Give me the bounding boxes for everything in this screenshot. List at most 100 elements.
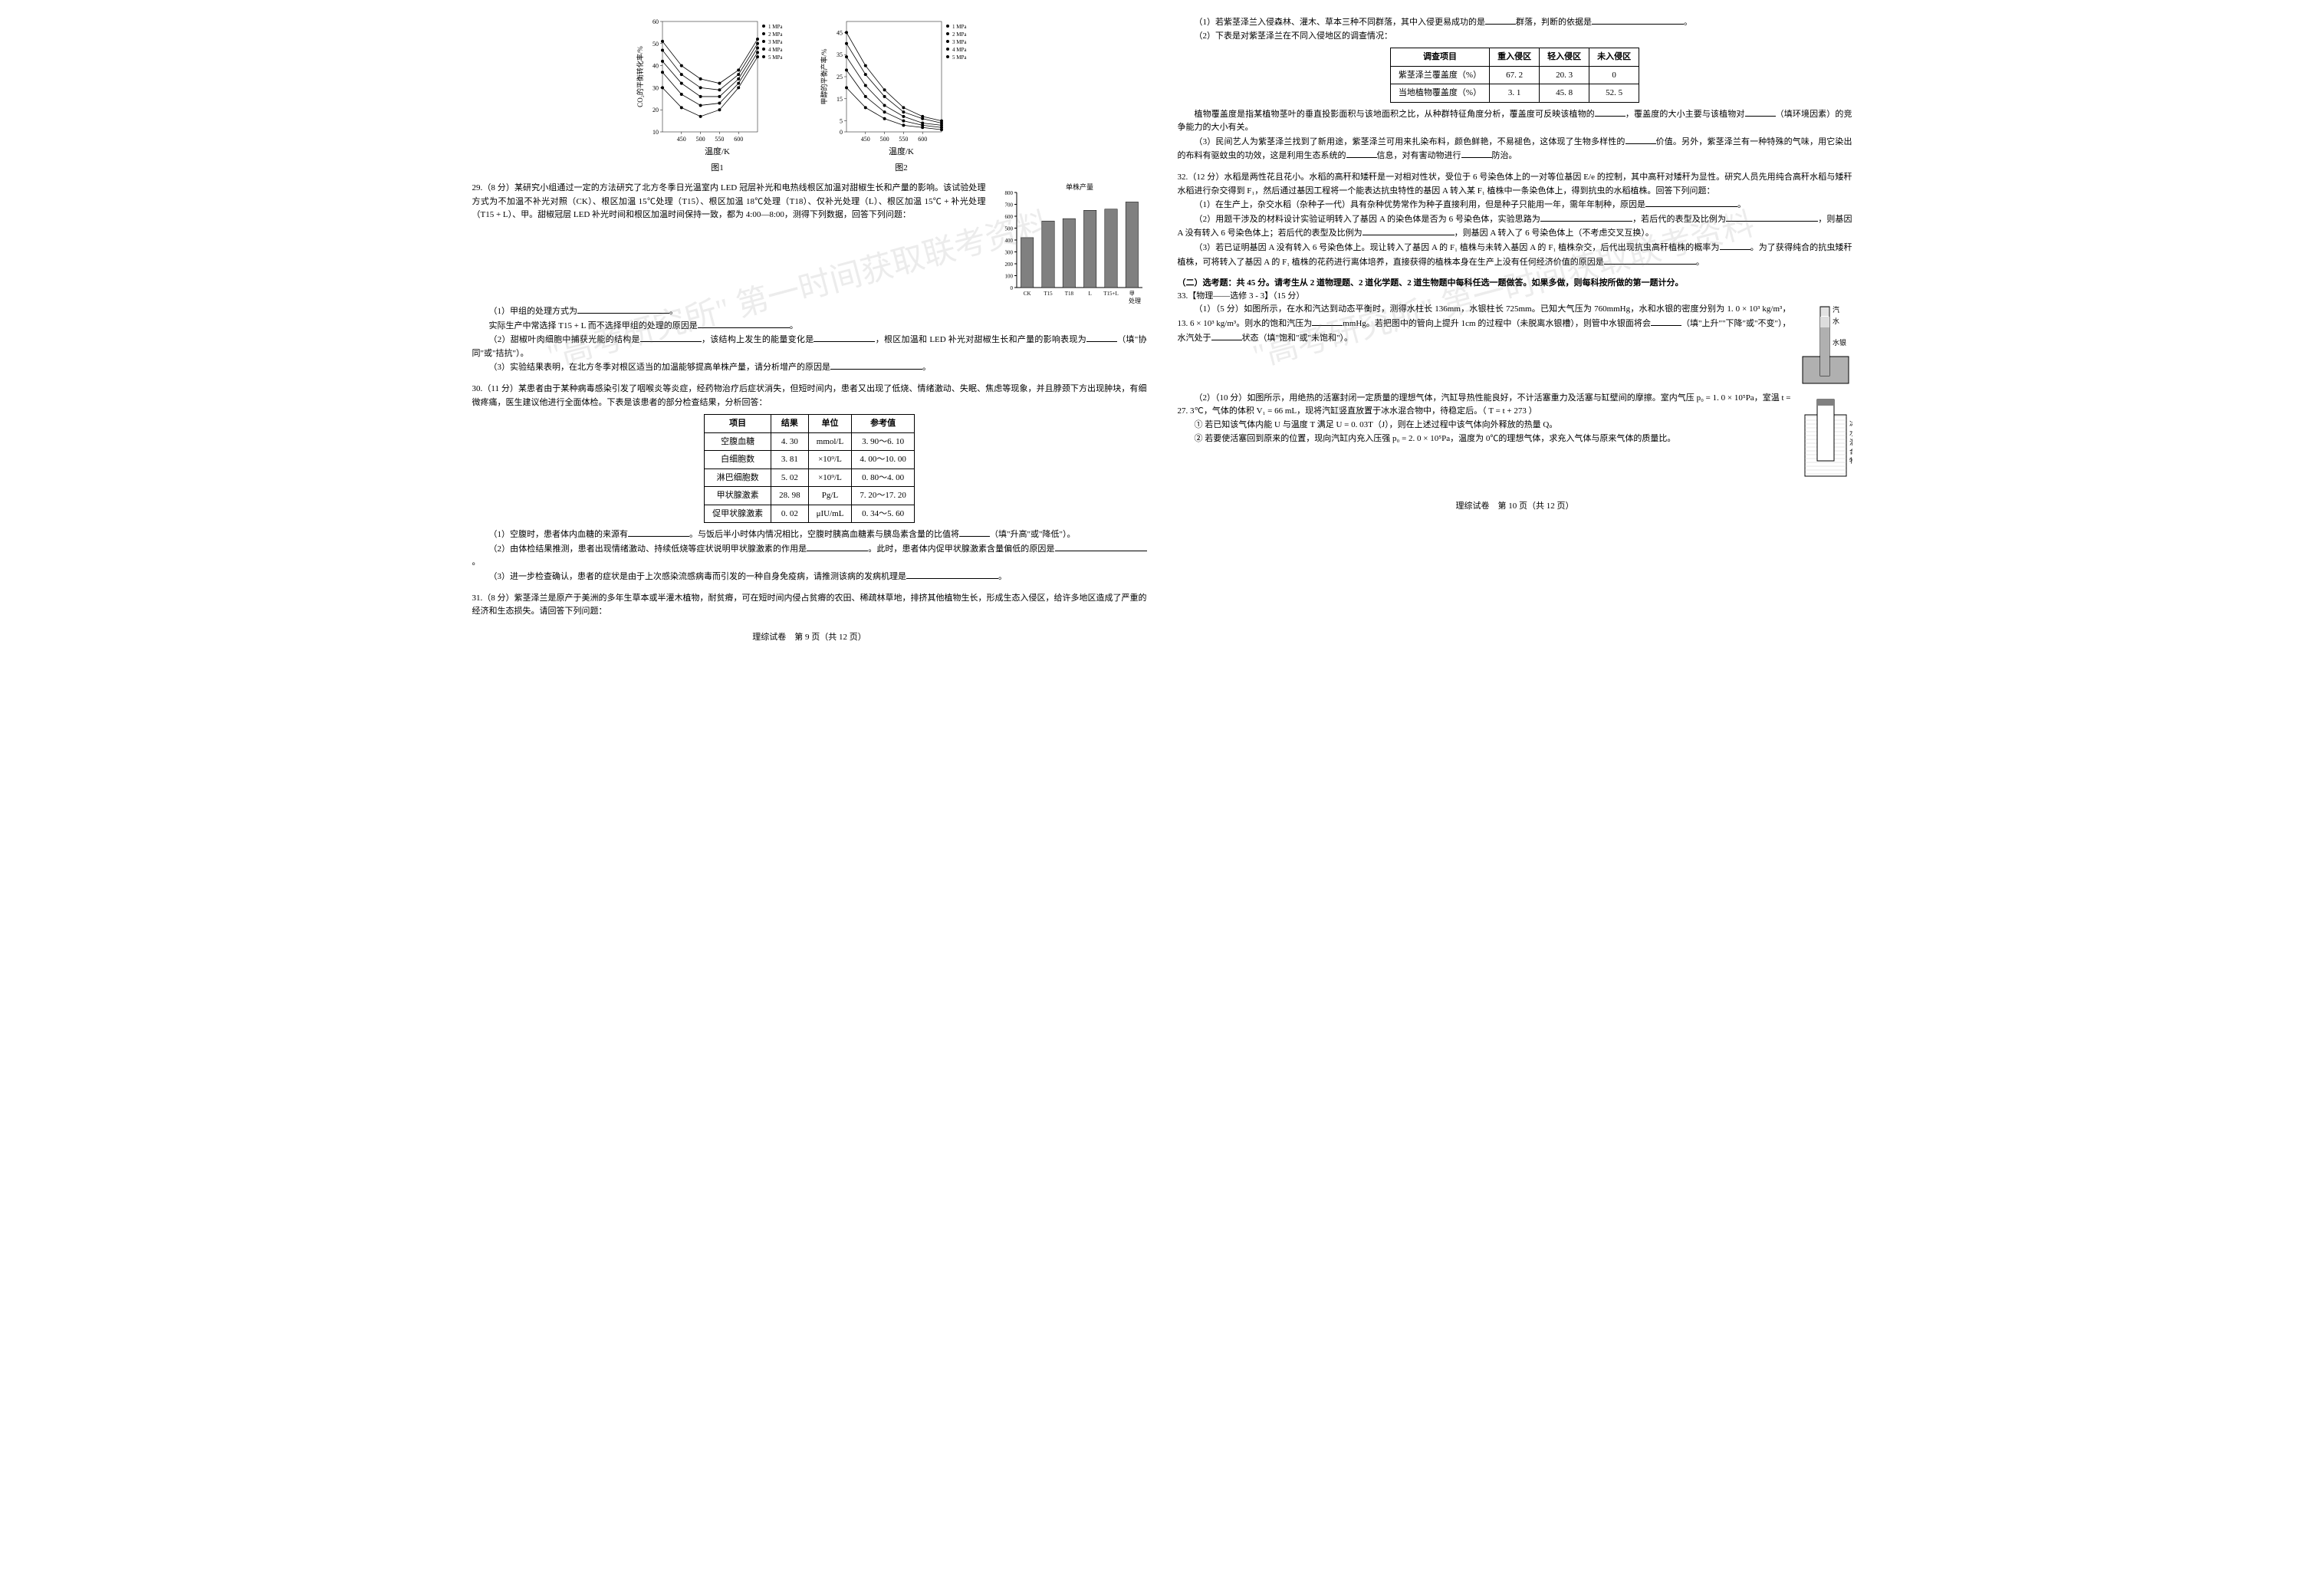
- svg-text:500: 500: [695, 136, 705, 143]
- q30-sub2: （2）由体检结果推测，患者出现情绪激动、持续低烧等症状说明甲状腺激素的作用是。此…: [472, 542, 1147, 570]
- q33-heading-text: 【物理——选修 3 - 3】（15 分）: [1188, 291, 1304, 301]
- q31-sub2a: 植物覆盖度是指某植物茎叶的垂直投影面积与该地面积之比，从种群特征角度分析，覆盖度…: [1195, 110, 1595, 119]
- q30-intro: 30.（11 分）某患者由于某种病毒感染引发了咽喉炎等炎症，经药物治疗后症状消失…: [472, 383, 1147, 409]
- svg-text:1 MPa: 1 MPa: [768, 24, 783, 30]
- svg-text:5 MPa: 5 MPa: [768, 54, 783, 61]
- table-cell: 20. 3: [1540, 66, 1589, 84]
- svg-text:2 MPa: 2 MPa: [952, 31, 967, 38]
- blank: [807, 542, 868, 551]
- blank: [1485, 15, 1516, 25]
- q31-sub1b: 群落，判断的依据是: [1516, 18, 1592, 27]
- svg-text:L: L: [1088, 291, 1091, 297]
- table-header: 重入侵区: [1490, 48, 1540, 67]
- svg-text:40: 40: [652, 63, 659, 70]
- q29-sub2a: （2）甜椒叶肉细胞中捕获光能的结构是: [489, 335, 640, 344]
- q33-p1-d: 状态（填"饱和"或"未饱和"）。: [1242, 334, 1353, 343]
- chart1-xlabel: 温度/K: [633, 146, 802, 159]
- q33-part2: （2）（10 分）如图所示，用绝热的活塞封闭一定质量的理想气体，汽缸导热性能良好…: [1178, 392, 1791, 419]
- q31-sub1: （1）若紫茎泽兰入侵森林、灌木、草本三种不同群落，其中入侵更易成功的是群落，判断…: [1178, 15, 1852, 30]
- svg-text:甲醇的平衡产率/%: 甲醇的平衡产率/%: [820, 48, 828, 105]
- section2-heading: （二）选考题：共 45 分。请考生从 2 道物理题、2 道化学题、2 道生物题中…: [1178, 277, 1852, 290]
- svg-text:单株产量: 单株产量: [1065, 182, 1093, 191]
- svg-text:100: 100: [1004, 274, 1013, 280]
- table-cell: 白细胞数: [705, 451, 771, 469]
- left-footer: 理综试卷 第 9 页（共 12 页）: [472, 631, 1147, 644]
- svg-text:T15+L: T15+L: [1103, 291, 1119, 297]
- table-cell: 7. 20～17. 20: [852, 487, 915, 505]
- svg-text:水: 水: [1833, 317, 1839, 325]
- blank: [906, 570, 998, 579]
- q31-sub2-intro: （2）下表是对紫茎泽兰在不同入侵地区的调查情况：: [1178, 30, 1852, 44]
- q29-sub2b: ，该结构上发生的能量变化是: [702, 335, 814, 344]
- svg-text:600: 600: [734, 136, 743, 143]
- q30-sub1: （1）空腹时，患者体内血糖的来源有。与饭后半小时体内情况相比，空腹时胰高血糖素与…: [472, 528, 1147, 542]
- q29-sub2: （2）甜椒叶肉细胞中捕获光能的结构是，该结构上发生的能量变化是，根区加温和 LE…: [472, 333, 1147, 360]
- chart2-wrapper: 4505005506000515253545甲醇的平衡产率/%1 MPa2 MP…: [817, 15, 986, 174]
- q32-block: 32.（12 分）水稻是两性花且花小。水稻的高秆和矮秆是一对相对性状，受位于 6…: [1178, 171, 1852, 269]
- q29-barchart-wrapper: 0100200300400500600700800单株产量CKT15T18LT1…: [994, 182, 1147, 304]
- svg-text:600: 600: [918, 136, 927, 143]
- q29-points: （8 分）: [482, 183, 514, 192]
- svg-text:4 MPa: 4 MPa: [952, 47, 967, 53]
- svg-text:1 MPa: 1 MPa: [952, 24, 967, 30]
- svg-text:500: 500: [879, 136, 889, 143]
- q33-diagram2: 冰水混合物: [1799, 392, 1852, 488]
- q30-sub3: （3）进一步检查确认，患者的症状是由于上次感染流感病毒而引发的一种自身免疫病，请…: [472, 570, 1147, 584]
- svg-text:T18: T18: [1064, 291, 1073, 297]
- blank: [1651, 317, 1681, 326]
- table-cell: 紫茎泽兰覆盖度（%）: [1390, 66, 1489, 84]
- chart1-wrapper: 450500550600102030405060CO₂的平衡转化率/%1 MPa…: [633, 15, 802, 174]
- tube-diagram-svg: 汽水水银: [1799, 303, 1852, 387]
- table-header: 项目: [705, 415, 771, 433]
- q32-sub3a: （3）若已证明基因 A 没有转入 6 号染色体上。现让转入了基因 A 的 F₁ …: [1195, 243, 1720, 252]
- table-cell: 67. 2: [1490, 66, 1540, 84]
- svg-text:700: 700: [1004, 202, 1013, 209]
- table-cell: 3. 1: [1490, 84, 1540, 103]
- q32-sub1-text: （1）在生产上，杂交水稻（杂种子一代）具有杂种优势常作为种子直接利用，但是种子只…: [1195, 200, 1646, 209]
- q31-intro-text: 紫茎泽兰是原产于美洲的多年生草本或半灌木植物，耐贫瘠，可在短时间内侵占贫瘠的农田…: [472, 593, 1147, 616]
- top-charts-row: 450500550600102030405060CO₂的平衡转化率/%1 MPa…: [472, 15, 1147, 174]
- chart1-svg: 450500550600102030405060CO₂的平衡转化率/%1 MPa…: [633, 15, 802, 146]
- q29-number: 29.: [472, 183, 483, 192]
- blank: [640, 333, 702, 342]
- blank: [1540, 212, 1632, 222]
- table-row: 促甲状腺激素0. 02μIU/mL0. 34～5. 60: [705, 505, 915, 523]
- table-cell: 45. 8: [1540, 84, 1589, 103]
- svg-text:200: 200: [1004, 261, 1013, 268]
- q30-block: 30.（11 分）某患者由于某种病毒感染引发了咽喉炎等炎症，经药物治疗后症状消失…: [472, 383, 1147, 584]
- svg-text:25: 25: [837, 74, 843, 81]
- svg-text:水: 水: [1849, 429, 1852, 437]
- blank: [1211, 331, 1242, 340]
- svg-text:500: 500: [1004, 226, 1013, 232]
- table-header: 单位: [808, 415, 852, 433]
- table-cell: mmol/L: [808, 432, 852, 451]
- q32-sub2a: （2）用题干涉及的材料设计实验证明转入了基因 A 的染色体是否为 6 号染色体，…: [1195, 215, 1540, 224]
- table-row: 紫茎泽兰覆盖度（%）67. 220. 30: [1390, 66, 1639, 84]
- q33-p1-b: mmHg。若把图中的管向上提升 1cm 的过程中（未脱离水银槽），则管中水银面将…: [1343, 319, 1651, 328]
- svg-text:30: 30: [652, 84, 659, 91]
- table-header: 未入侵区: [1589, 48, 1639, 67]
- q31-sub3a: （3）民间艺人为紫茎泽兰找到了新用途，紫茎泽兰可用来扎染布料，颜色鲜艳，不易褪色…: [1195, 137, 1625, 146]
- table-cell: 淋巴细胞数: [705, 469, 771, 487]
- svg-text:60: 60: [652, 18, 659, 25]
- table-cell: 0. 80～4. 00: [852, 469, 915, 487]
- table-cell: μIU/mL: [808, 505, 852, 523]
- right-footer: 理综试卷 第 10 页（共 12 页）: [1178, 500, 1852, 513]
- table-cell: 当地植物覆盖度（%）: [1390, 84, 1489, 103]
- blank: [1055, 542, 1147, 551]
- q33-part1: （1）（5 分）如图所示，在水和汽达到动态平衡时，测得水柱长 136mm，水银柱…: [1178, 303, 1791, 345]
- svg-text:550: 550: [899, 136, 908, 143]
- q30-sub3-text: （3）进一步检查确认，患者的症状是由于上次感染流感病毒而引发的一种自身免疫病，请…: [489, 572, 907, 581]
- table-row: 白细胞数3. 81×10⁹/L4. 00～10. 00: [705, 451, 915, 469]
- q29-sub3-text: （3）实验结果表明，在北方冬季对根区适当的加温能够提高单株产量，请分析增产的原因…: [489, 363, 831, 372]
- q33-p2-a: 如图所示，用绝热的活塞封闭一定质量的理想气体，汽缸导热性能良好，不计活塞重力及活…: [1178, 393, 1791, 416]
- q31-number: 31.: [472, 593, 483, 603]
- svg-text:3 MPa: 3 MPa: [952, 39, 967, 45]
- q33-part1-wrapper: （1）（5 分）如图所示，在水和汽达到动态平衡时，测得水柱长 136mm，水银柱…: [1178, 303, 1852, 392]
- q32-sub2: （2）用题干涉及的材料设计实验证明转入了基因 A 的染色体是否为 6 号染色体，…: [1178, 212, 1852, 241]
- q31-sub2b: ，覆盖度的大小主要与该植物对: [1625, 110, 1745, 119]
- blank: [1745, 107, 1776, 117]
- q32-sub1: （1）在生产上，杂交水稻（杂种子一代）具有杂种优势常作为种子直接利用，但是种子只…: [1178, 198, 1852, 212]
- q32-intro-text: 水稻是两性花且花小。水稻的高秆和矮秆是一对相对性状，受位于 6 号染色体上的一对…: [1178, 173, 1852, 196]
- blank: [1086, 333, 1117, 342]
